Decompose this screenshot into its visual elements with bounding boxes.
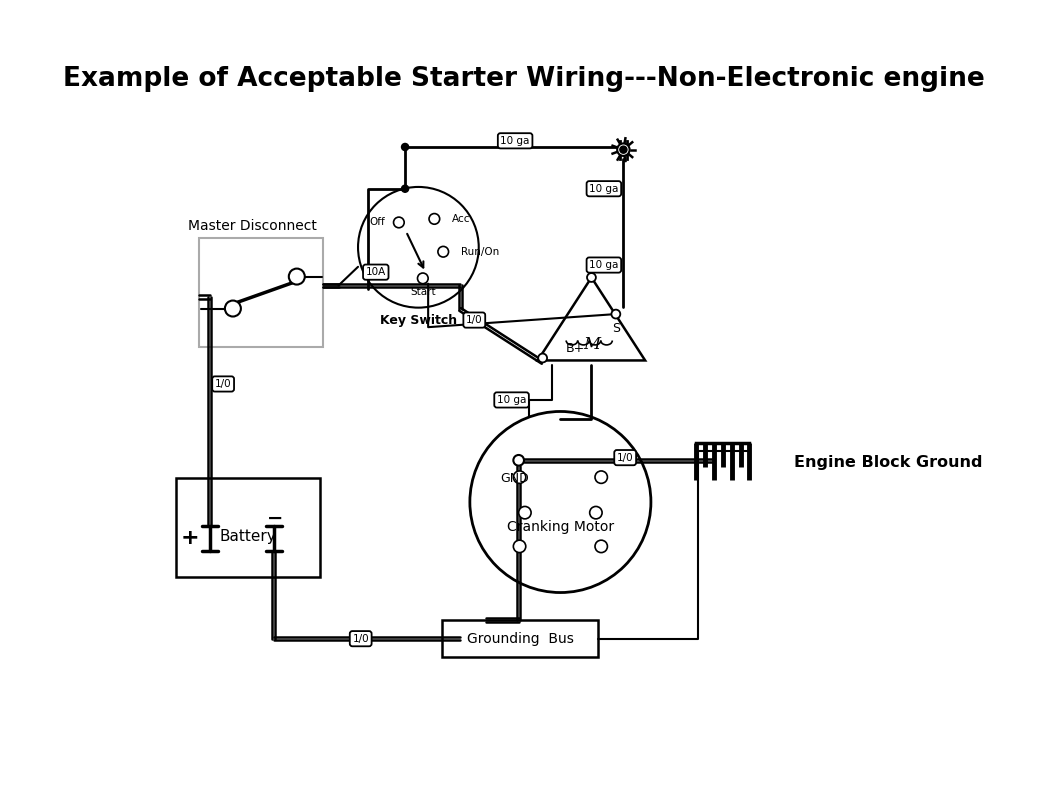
Bar — [442, 620, 597, 658]
Circle shape — [619, 146, 627, 153]
Circle shape — [358, 187, 479, 308]
Circle shape — [617, 144, 630, 156]
Text: Example of Acceptable Starter Wiring---Non-Electronic engine: Example of Acceptable Starter Wiring---N… — [63, 66, 985, 92]
Text: S: S — [612, 323, 620, 336]
Circle shape — [587, 273, 596, 282]
Circle shape — [225, 300, 241, 316]
Circle shape — [590, 507, 603, 519]
Text: Start: Start — [410, 287, 436, 296]
Text: 10 ga: 10 ga — [589, 184, 618, 193]
Circle shape — [429, 213, 440, 225]
Text: Key Switch: Key Switch — [379, 313, 457, 327]
Circle shape — [289, 268, 305, 284]
Text: 10 ga: 10 ga — [497, 395, 526, 405]
Text: Off: Off — [369, 217, 385, 228]
Text: M: M — [583, 336, 599, 353]
Text: 1/0: 1/0 — [617, 452, 633, 463]
Text: Run/On: Run/On — [461, 247, 499, 256]
Circle shape — [519, 507, 531, 519]
Text: 1/0: 1/0 — [466, 315, 483, 325]
Circle shape — [470, 411, 651, 593]
Circle shape — [514, 540, 526, 553]
Text: −: − — [267, 510, 284, 528]
Bar — [199, 238, 324, 347]
Text: Engine Block Ground: Engine Block Ground — [793, 455, 982, 470]
Text: 10A: 10A — [366, 267, 386, 277]
Text: Grounding  Bus: Grounding Bus — [466, 632, 573, 646]
Text: Cranking Motor: Cranking Motor — [507, 520, 614, 534]
Text: B+: B+ — [566, 342, 585, 355]
Circle shape — [394, 217, 405, 228]
Text: 10 ga: 10 ga — [589, 260, 618, 270]
Circle shape — [595, 540, 608, 553]
Circle shape — [514, 455, 524, 466]
Text: GND: GND — [500, 471, 528, 484]
Text: Battery: Battery — [220, 529, 277, 544]
Text: 1/0: 1/0 — [215, 379, 232, 389]
Bar — [176, 478, 320, 578]
Circle shape — [401, 144, 409, 150]
Text: 10 ga: 10 ga — [501, 136, 530, 145]
Circle shape — [514, 471, 526, 483]
Circle shape — [401, 185, 409, 193]
Circle shape — [438, 246, 449, 257]
Circle shape — [417, 273, 429, 284]
Text: Master Disconnect: Master Disconnect — [188, 219, 316, 233]
Text: Acc: Acc — [452, 214, 471, 224]
Circle shape — [611, 310, 620, 319]
Circle shape — [539, 354, 547, 363]
Text: +: + — [181, 528, 199, 548]
Text: 1/0: 1/0 — [352, 634, 369, 644]
Circle shape — [595, 471, 608, 483]
